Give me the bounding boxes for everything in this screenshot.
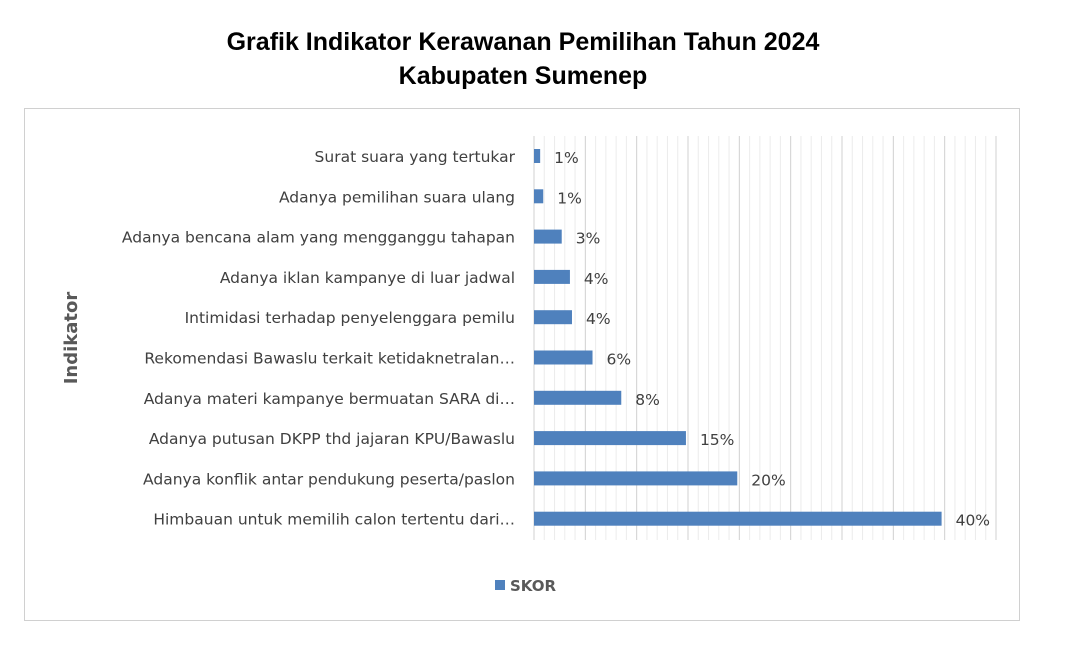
data-label: 8% bbox=[635, 391, 660, 409]
data-label: 20% bbox=[751, 471, 785, 489]
data-label: 15% bbox=[700, 431, 734, 449]
data-label: 1% bbox=[554, 149, 579, 167]
data-label: 40% bbox=[956, 512, 990, 530]
category-label: Surat suara yang tertukar bbox=[315, 148, 516, 166]
legend-swatch bbox=[495, 580, 505, 590]
bar bbox=[534, 511, 942, 526]
category-label: Adanya pemilihan suara ulang bbox=[279, 188, 515, 206]
bar bbox=[534, 269, 570, 284]
bar bbox=[534, 310, 572, 325]
chart-area bbox=[24, 108, 1020, 621]
category-label: Rekomendasi Bawaslu terkait ketidaknetra… bbox=[144, 350, 515, 368]
category-label: Adanya iklan kampanye di luar jadwal bbox=[220, 269, 515, 287]
bar bbox=[534, 390, 622, 405]
chart-subtitle: Kabupaten Sumenep bbox=[398, 62, 648, 90]
category-label: Adanya materi kampanye bermuatan SARA di… bbox=[144, 390, 515, 408]
data-label: 3% bbox=[576, 230, 601, 248]
bar bbox=[534, 350, 593, 365]
category-label: Adanya putusan DKPP thd jajaran KPU/Bawa… bbox=[149, 430, 515, 448]
data-label: 4% bbox=[584, 270, 609, 288]
y-axis-title: Indikator bbox=[61, 292, 82, 385]
data-label: 4% bbox=[586, 310, 611, 328]
category-label: Himbauan untuk memilih calon tertentu da… bbox=[153, 511, 515, 529]
chart-title: Grafik Indikator Kerawanan Pemilihan Tah… bbox=[226, 28, 820, 56]
category-label: Adanya bencana alam yang mengganggu taha… bbox=[122, 229, 515, 247]
bar bbox=[534, 471, 738, 486]
bar bbox=[534, 431, 686, 446]
bar bbox=[534, 229, 562, 244]
data-label: 6% bbox=[607, 351, 632, 369]
category-label: Intimidasi terhadap penyelenggara pemilu bbox=[185, 309, 515, 327]
category-label: Adanya konflik antar pendukung peserta/p… bbox=[143, 470, 515, 488]
bar bbox=[534, 189, 544, 204]
bar bbox=[534, 149, 541, 163]
legend-label: SKOR bbox=[510, 577, 557, 595]
data-label: 1% bbox=[557, 189, 582, 207]
